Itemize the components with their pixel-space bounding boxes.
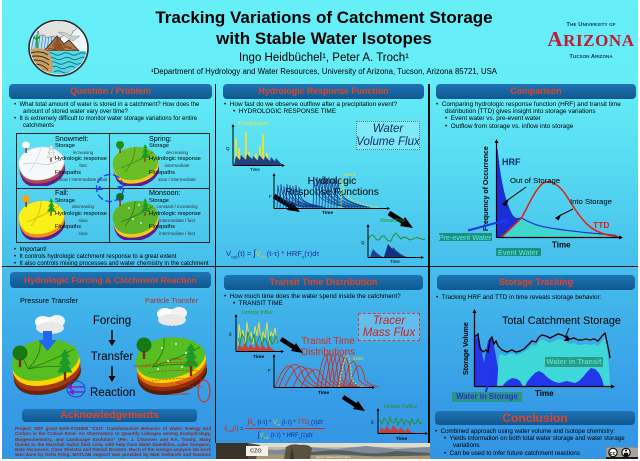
svg-text:Time: Time bbox=[322, 210, 333, 216]
svg-text:event: event bbox=[344, 172, 356, 177]
svg-text:Frequency of Occurrence: Frequency of Occurrence bbox=[483, 146, 490, 231]
svg-text:Time: Time bbox=[318, 390, 329, 396]
svg-text:Time: Time bbox=[535, 389, 554, 398]
svg-text:Time: Time bbox=[396, 436, 407, 442]
svg-text:F: F bbox=[268, 368, 271, 373]
svg-text:Isotope Influx: Isotope Influx bbox=[242, 310, 273, 316]
svg-text:F: F bbox=[269, 194, 272, 199]
svg-text:Time: Time bbox=[552, 241, 571, 250]
svg-text:Precipitation: Precipitation bbox=[238, 121, 268, 127]
svg-text:Out of Storage: Out of Storage bbox=[510, 176, 560, 185]
svg-text:groundwater: groundwater bbox=[172, 392, 191, 396]
svg-text:TTD: TTD bbox=[593, 220, 610, 230]
svg-text:CZO: CZO bbox=[250, 449, 262, 455]
svg-text:cc: cc bbox=[609, 451, 615, 457]
svg-text:Time: Time bbox=[253, 354, 264, 360]
svg-text:Santa Catalina Mountains: Santa Catalina Mountains bbox=[316, 455, 351, 459]
svg-text:overland: overland bbox=[170, 357, 182, 361]
svg-text:lateral: lateral bbox=[176, 381, 185, 385]
svg-text:Streamflow: Streamflow bbox=[380, 218, 405, 224]
svg-text:precipitation: precipitation bbox=[134, 364, 151, 368]
svg-text:Q: Q bbox=[361, 240, 365, 245]
svg-text:HRF: HRF bbox=[502, 157, 521, 167]
svg-text:Q: Q bbox=[226, 146, 230, 151]
svg-text:δ: δ bbox=[229, 332, 232, 337]
svg-text:Time: Time bbox=[250, 167, 260, 172]
svg-text:Time: Time bbox=[390, 259, 400, 264]
svg-text:δ: δ bbox=[371, 420, 374, 425]
svg-text:δ18O: δ18O bbox=[353, 356, 364, 361]
svg-text:Into Storage: Into Storage bbox=[570, 197, 612, 206]
svg-text:Storage Volume: Storage Volume bbox=[463, 322, 470, 375]
svg-text:Isotope Outflux: Isotope Outflux bbox=[384, 404, 418, 410]
